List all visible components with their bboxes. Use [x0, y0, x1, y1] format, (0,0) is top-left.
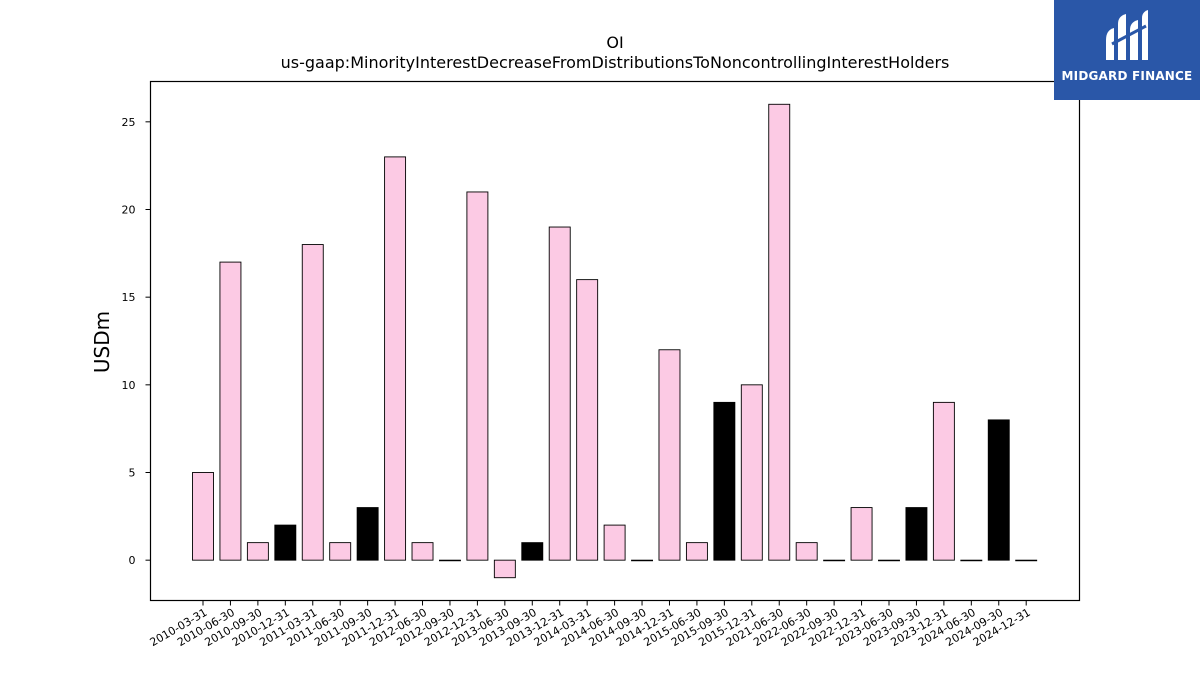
bar-2011-06-30 [329, 542, 352, 561]
bar-2023-06-30 [878, 559, 900, 562]
bar-2011-12-31 [384, 156, 407, 561]
bar-2013-09-30 [521, 542, 544, 561]
bar-2013-12-31 [548, 226, 571, 561]
bar-2024-12-31 [1015, 559, 1038, 562]
bar-2015-12-31 [740, 384, 763, 561]
bar-2022-09-30 [823, 559, 846, 562]
bar-2015-09-30 [713, 401, 736, 561]
bar-2011-09-30 [356, 507, 379, 561]
bar-2010-03-31 [192, 472, 214, 561]
midgard-m-icon [1106, 10, 1148, 60]
bar-2010-06-30 [219, 261, 242, 561]
y-axis-label: USDm [90, 311, 114, 373]
bar-2010-09-30 [246, 542, 269, 561]
bar-2023-09-30 [905, 507, 928, 561]
bar-2014-12-31 [658, 349, 681, 561]
y-axis-ticks: 0 5 10 15 20 25 [122, 116, 151, 567]
bar-2022-12-31 [850, 507, 873, 561]
y-tick-label: 20 [122, 203, 136, 216]
y-tick-label: 10 [122, 379, 136, 392]
plot-frame [149, 80, 1081, 602]
chart-title: OI [606, 33, 623, 52]
bar-2024-06-30 [960, 559, 983, 562]
bar-2011-03-31 [301, 244, 324, 561]
bar-2010-12-31 [274, 524, 297, 561]
logo-text: MIDGARD FINANCE [1061, 69, 1193, 83]
y-tick-label: 15 [122, 291, 136, 304]
chart-subtitle: us-gaap:MinorityInterestDecreaseFromDist… [281, 53, 950, 72]
bar-2015-06-30 [685, 542, 708, 561]
bar-2014-06-30 [603, 524, 626, 561]
bar-2012-12-31 [466, 191, 489, 561]
bar-2013-06-30 [493, 559, 516, 579]
bar-2024-09-30 [987, 419, 1010, 561]
y-tick-label: 0 [129, 554, 136, 567]
x-axis-ticks: 2010-03-312010-06-302010-09-302010-12-31… [148, 600, 1033, 649]
bar-2022-06-30 [795, 542, 818, 561]
bar-2014-03-31 [576, 279, 599, 561]
bars [192, 103, 1038, 579]
bar-2012-06-30 [411, 542, 434, 561]
midgard-finance-logo: MIDGARD FINANCE [1054, 0, 1200, 100]
bar-2012-09-30 [439, 559, 461, 562]
bar-2014-09-30 [631, 559, 653, 562]
bar-2023-12-31 [932, 401, 955, 561]
y-tick-label: 5 [129, 467, 136, 480]
y-tick-label: 25 [122, 116, 136, 129]
bar-2021-06-30 [768, 103, 791, 561]
